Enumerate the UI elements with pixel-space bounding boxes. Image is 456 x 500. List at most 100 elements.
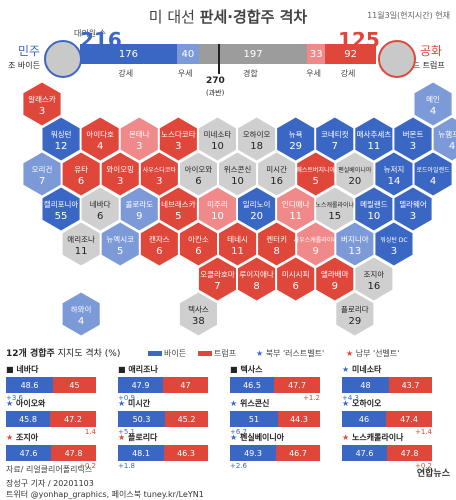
state-hex: 메릴랜드 10: [354, 186, 394, 232]
state-name: 미네소타: [204, 130, 232, 139]
state-votes: 6: [292, 281, 298, 292]
biden-share: 49.3: [230, 445, 276, 461]
state-hex: 노스다코타 3: [158, 116, 198, 162]
source: 자료/ 리얼클리어폴리틱스: [6, 465, 93, 474]
state-name: 사우스다코타: [143, 166, 177, 174]
state-name: 미시간: [266, 164, 287, 174]
state-hex: 뉴저지 14: [374, 151, 414, 197]
swing-state-bar: 48.6 45: [6, 377, 96, 393]
biden-share: 50.3: [118, 411, 165, 427]
swing-state-name: ★ 위스콘신: [230, 399, 270, 408]
state-votes: 11: [75, 246, 88, 257]
state-name: 네브래스카: [161, 200, 196, 209]
state-name: 오리건: [32, 164, 53, 174]
state-hex: 미시시피 6: [276, 256, 316, 302]
state-hex: 네바다 6: [80, 186, 120, 232]
state-hex: 콜로라도 9: [119, 186, 159, 232]
state-hex-shape: [335, 151, 375, 197]
legend-biden: 바이든: [148, 348, 186, 359]
state-name: 앨라배마: [321, 269, 349, 279]
legend-trump-label: 트럼프: [214, 349, 237, 358]
state-hex: 캘리포니아 55: [41, 186, 81, 232]
state-name: 코네티컷: [321, 129, 349, 139]
state-hex: 몬태나 3: [119, 116, 159, 162]
state-votes: 16: [270, 176, 283, 187]
state-votes: 10: [231, 176, 244, 187]
swing-state: ★ 펜실베이니아 49.3 46.7 +2.6: [230, 432, 320, 470]
state-hex: 오리건 7: [22, 151, 62, 197]
legend-biden-swatch: [148, 351, 162, 356]
state-votes: 10: [211, 211, 224, 222]
state-name: 노스다코타: [161, 130, 196, 139]
state-hex-shape: [276, 186, 316, 232]
swing-state-diff: +6.7: [230, 428, 247, 436]
state-name: 미주리: [207, 200, 228, 209]
state-name: 일리노이: [243, 199, 271, 209]
state-hex-shape: [257, 151, 297, 197]
state-name: 오하이오: [243, 129, 271, 139]
state-votes: 55: [55, 211, 68, 222]
state-name: 인디애나: [282, 199, 310, 209]
state-name: 하와이: [71, 304, 92, 314]
swing-state-diff: +0.2: [415, 462, 432, 470]
bar-segment-label: 우세: [177, 69, 193, 78]
biden-share: 46.5: [230, 377, 274, 393]
state-hex-shape: [100, 151, 140, 197]
swing-state-name: ■ 네바다: [6, 365, 39, 374]
state-votes: 4: [78, 316, 84, 327]
state-name: 아칸소: [188, 234, 209, 244]
state-hex-shape: [374, 151, 414, 197]
state-name: 웨스트버지니아: [296, 166, 335, 174]
state-name: 아이다호: [86, 129, 114, 139]
trump-name: 도널드 트럼프: [398, 61, 445, 70]
swing-state-name: ★ 아이오와: [6, 399, 46, 408]
biden-share: 46: [342, 411, 386, 427]
state-hex: 위스콘신 10: [218, 151, 258, 197]
state-name: 와이오밍: [106, 164, 134, 174]
swing-state: ★ 미시간 50.3 45.2 +5.1: [118, 398, 208, 436]
state-hex: 뉴멕시코 5: [100, 221, 140, 267]
state-name: 사우스캐롤라이나: [294, 236, 339, 244]
state-hex-shape: [22, 151, 62, 197]
state-name: 미시시피: [282, 270, 310, 279]
swing-state-name: ★ 조지아: [6, 433, 39, 442]
state-hex-shape: [413, 151, 453, 197]
bar-segment-label: 우세: [306, 69, 322, 78]
majority-value: 270: [206, 76, 225, 86]
swing-state-diff: +4.3: [342, 394, 359, 402]
trump-share: 46.3: [164, 445, 208, 461]
state-votes: 20: [348, 176, 361, 187]
state-hex-shape: [296, 151, 336, 197]
state-votes: 7: [39, 176, 45, 187]
state-name: 텍사스: [188, 304, 209, 314]
state-hex: 아칸소 6: [178, 221, 218, 267]
state-hex-shape: [197, 256, 237, 302]
state-hex-shape: [296, 221, 336, 267]
state-name: 워싱턴: [51, 129, 72, 139]
state-hex-shape: [119, 116, 159, 162]
state-hex: 델라웨어 3: [393, 186, 433, 232]
state-name: 루이지애나: [239, 269, 274, 279]
byline-line2: 트위터 @yonhap_graphics, 페이스북 tuney.kr/LeYN…: [6, 490, 204, 499]
state-votes: 29: [289, 141, 302, 152]
swing-state: ★ 오하이오 46 47.4 +1.4: [342, 398, 432, 436]
state-votes: 16: [368, 281, 381, 292]
state-hex-shape: [80, 186, 120, 232]
swing-section-title: 12개 경합주 지지도 격차 (%): [6, 346, 120, 359]
date-label: 11월3일(현지시간) 현재: [367, 11, 450, 20]
state-hex-shape: [218, 221, 258, 267]
state-name: 플로리다: [341, 305, 369, 314]
title-main: 판세·경합주 격차: [199, 8, 308, 26]
state-hex: 플로리다 29: [335, 291, 375, 337]
state-hex-shape: [41, 116, 81, 162]
trump-share: 45: [53, 377, 96, 393]
swing-state: ★ 미네소타 48 43.7 +4.3: [342, 364, 432, 402]
biden-share: 45.8: [6, 411, 50, 427]
state-hex-shape: [432, 116, 456, 162]
swing-state-name: ★ 펜실베이니아: [230, 433, 285, 442]
bar-segment: 176: [80, 44, 177, 64]
state-name: 메릴랜드: [360, 199, 388, 209]
state-name: 버몬트: [403, 129, 424, 139]
legend-rust: ★ 북부 '러스트벨트': [256, 349, 325, 358]
state-hex: 하와이 4: [61, 291, 101, 337]
